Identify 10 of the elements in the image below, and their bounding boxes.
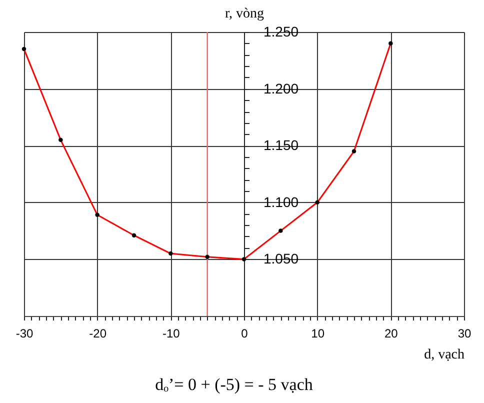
x-axis-title: d, vạch — [424, 348, 464, 362]
x-tick-label: 20 — [384, 326, 398, 340]
x-tick-label: 30 — [458, 326, 472, 340]
x-tick-label: -20 — [89, 326, 107, 340]
x-tick-label: 10 — [311, 326, 325, 340]
x-tick-label: -10 — [162, 326, 180, 340]
text: dₒ’= 0 + (-5) = - 5 vạch — [155, 375, 314, 394]
y-axis-title: r, vòng — [224, 6, 264, 22]
x-tick-label: -30 — [16, 326, 34, 340]
x-tick-label: 0 — [241, 326, 248, 340]
